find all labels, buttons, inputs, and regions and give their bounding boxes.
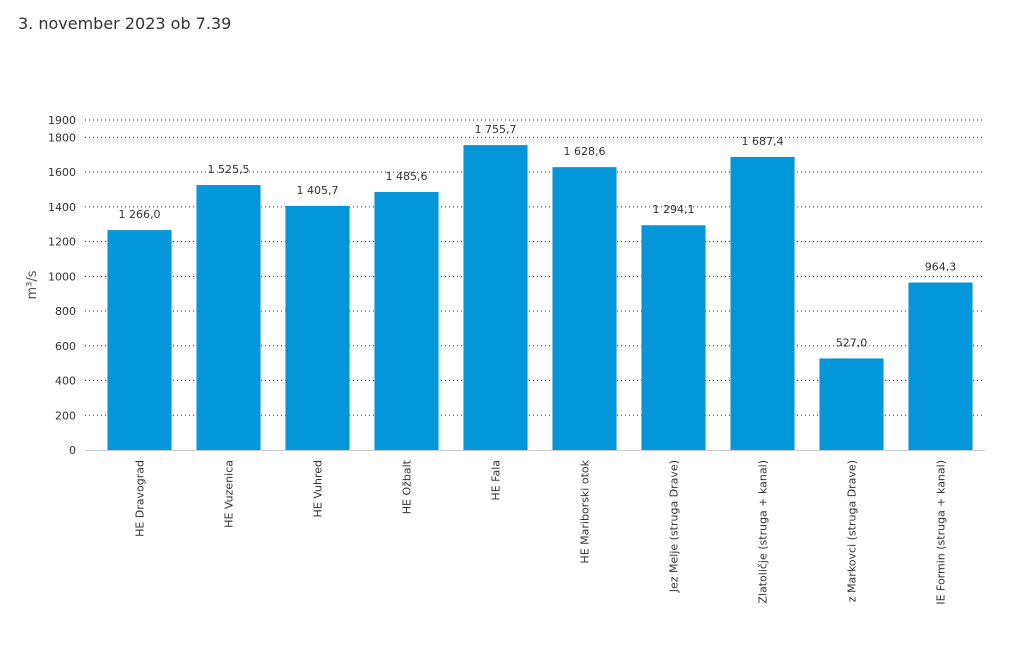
- category-label: Zlatoličje (struga + kanal): [757, 460, 770, 604]
- bar: [196, 185, 261, 450]
- category-label: HE Ožbalt: [401, 459, 414, 514]
- category-label: HE Dravograd: [134, 460, 147, 537]
- data-label: 1 266,0: [119, 208, 161, 221]
- bar: [107, 230, 172, 450]
- data-label: 1 294,1: [653, 203, 695, 216]
- bar: [463, 145, 528, 451]
- bar: [641, 225, 706, 450]
- data-label: 1 687,4: [742, 135, 784, 148]
- bar: [552, 167, 617, 451]
- bars: [107, 145, 973, 451]
- bar: [374, 191, 439, 450]
- bar: [285, 205, 350, 450]
- category-label: IE Formin (struga + kanal): [935, 460, 948, 605]
- y-tick-label: 200: [55, 409, 76, 422]
- y-tick-label: 400: [55, 375, 76, 388]
- data-labels: 1 266,0 1 525,5 1 405,7 1 485,6 1 755,7 1 628…: [119, 123, 957, 349]
- data-label: 527,0: [836, 336, 868, 349]
- data-label: 964,3: [925, 261, 957, 274]
- data-label: 1 755,7: [475, 123, 517, 136]
- category-label: z Markovci (struga Drave): [846, 460, 859, 602]
- category-label: HE Vuzenica: [223, 460, 236, 528]
- chart-timestamp: 3. november 2023 ob 7.39: [18, 14, 232, 33]
- category-label: Jez Melje (struga Drave): [668, 460, 681, 593]
- category-label: HE Vuhred: [312, 460, 325, 517]
- y-axis-ticks: 0 200 400 600 800 1000 1200 1400 1600 1800 1900: [48, 114, 76, 457]
- y-axis-title: m³/s: [25, 270, 40, 299]
- category-label: HE Mariborski otok: [579, 459, 592, 563]
- y-tick-label: 1900: [48, 114, 76, 127]
- data-label: 1 525,5: [208, 163, 250, 176]
- y-tick-label: 800: [55, 305, 76, 318]
- y-tick-label: 1600: [48, 166, 76, 179]
- y-tick-label: 600: [55, 340, 76, 353]
- y-tick-label: 1800: [48, 131, 76, 144]
- category-label: HE Fala: [490, 460, 503, 501]
- data-label: 1 628,6: [564, 145, 606, 158]
- bar: [908, 282, 973, 450]
- y-tick-label: 1200: [48, 236, 76, 249]
- y-tick-label: 1400: [48, 201, 76, 214]
- category-labels: HE Dravograd HE Vuzenica HE Vuhred HE Ožbal…: [134, 459, 948, 604]
- y-tick-label: 1000: [48, 270, 76, 283]
- data-label: 1 485,6: [386, 170, 428, 183]
- bar: [730, 156, 795, 450]
- y-tick-label: 0: [69, 444, 76, 457]
- data-label: 1 405,7: [297, 184, 339, 197]
- bar: [819, 358, 884, 450]
